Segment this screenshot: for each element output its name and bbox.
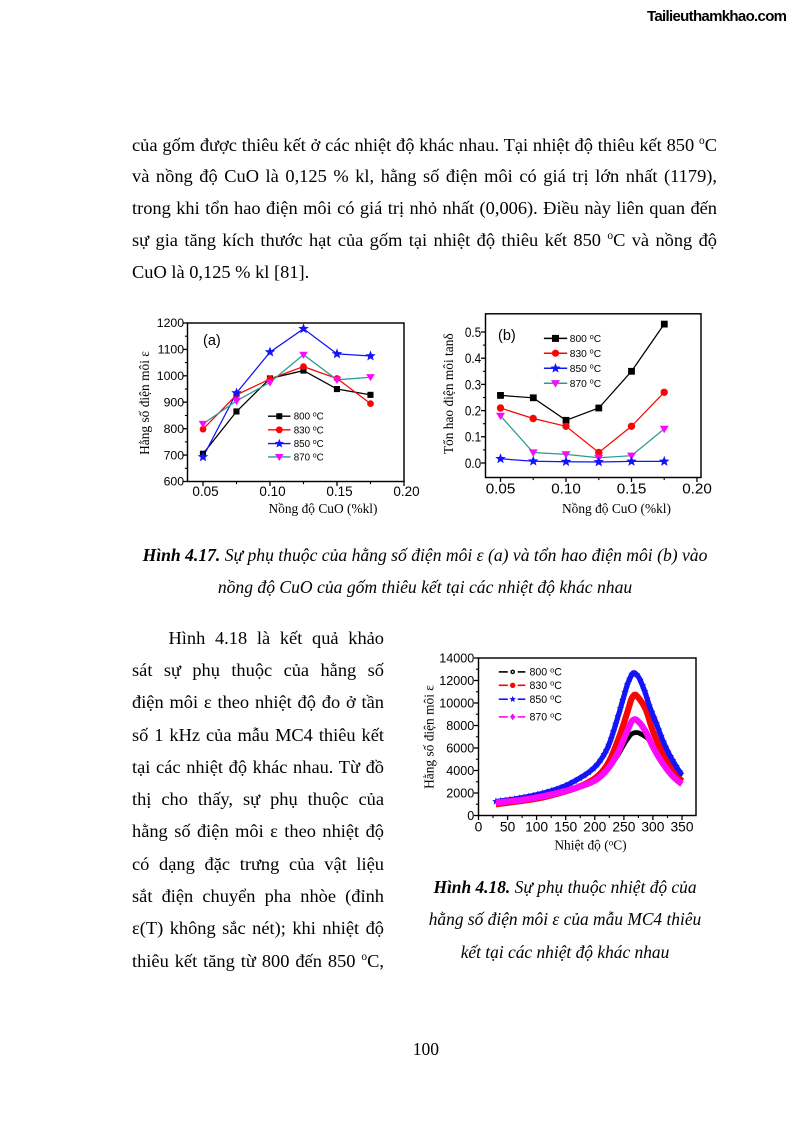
svg-text:6000: 6000 [446, 742, 474, 756]
svg-text:Nồng độ CuO (%kl): Nồng độ CuO (%kl) [269, 501, 378, 516]
svg-text:0.2: 0.2 [465, 403, 481, 419]
svg-text:900: 900 [164, 395, 185, 409]
svg-text:870 oC: 870 oC [570, 377, 601, 390]
svg-text:700: 700 [164, 448, 185, 462]
svg-text:1100: 1100 [158, 343, 185, 357]
svg-text:Tổn hao điện môi tanδ: Tổn hao điện môi tanδ [441, 333, 456, 454]
svg-text:Nhiệt độ (oC): Nhiệt độ (oC) [554, 837, 626, 852]
svg-text:Nồng độ CuO (%kl): Nồng độ CuO (%kl) [562, 501, 671, 516]
svg-text:0.20: 0.20 [682, 481, 712, 498]
svg-text:0.20: 0.20 [393, 484, 420, 499]
svg-text:12000: 12000 [439, 674, 474, 688]
svg-text:2000: 2000 [446, 787, 474, 801]
svg-text:0.10: 0.10 [551, 481, 581, 498]
svg-text:830 oC: 830 oC [294, 425, 324, 436]
svg-text:600: 600 [164, 475, 185, 489]
svg-text:0.3: 0.3 [465, 376, 481, 392]
svg-text:0.1: 0.1 [465, 429, 481, 445]
svg-text:0.15: 0.15 [617, 481, 647, 498]
svg-text:100: 100 [525, 820, 548, 835]
svg-text:(a): (a) [203, 333, 221, 349]
svg-text:800 oC: 800 oC [530, 665, 563, 678]
svg-text:800: 800 [164, 422, 185, 436]
svg-text:0.10: 0.10 [259, 484, 286, 499]
svg-text:50: 50 [500, 820, 516, 835]
svg-text:870 oC: 870 oC [294, 452, 324, 463]
svg-text:0.0: 0.0 [465, 455, 481, 471]
svg-text:250: 250 [612, 820, 635, 835]
svg-text:14000: 14000 [439, 652, 474, 666]
svg-text:0.05: 0.05 [192, 484, 219, 499]
svg-text:8000: 8000 [446, 719, 474, 733]
svg-text:850 oC: 850 oC [294, 439, 324, 450]
svg-text:800 oC: 800 oC [294, 412, 324, 423]
svg-text:0: 0 [467, 809, 474, 823]
svg-text:0: 0 [475, 820, 483, 835]
svg-text:850 oC: 850 oC [530, 693, 563, 706]
svg-text:4000: 4000 [446, 764, 474, 778]
svg-text:830 oC: 830 oC [570, 347, 601, 360]
svg-text:0.15: 0.15 [326, 484, 353, 499]
svg-text:200: 200 [583, 820, 606, 835]
svg-text:Hằng số điện môi ε: Hằng số điện môi ε [137, 351, 152, 455]
svg-text:830 oC: 830 oC [530, 679, 563, 692]
svg-text:0.5: 0.5 [465, 324, 481, 340]
svg-text:1200: 1200 [157, 316, 185, 330]
svg-text:350: 350 [670, 820, 693, 835]
svg-text:850 oC: 850 oC [570, 362, 601, 375]
svg-text:870 oC: 870 oC [530, 710, 563, 723]
svg-text:0.05: 0.05 [486, 481, 516, 498]
svg-text:(b): (b) [498, 328, 516, 344]
svg-text:150: 150 [554, 820, 577, 835]
svg-text:1000: 1000 [157, 369, 185, 383]
svg-text:Hằng số điện môi ε: Hằng số điện môi ε [422, 685, 437, 789]
svg-text:10000: 10000 [439, 697, 474, 711]
svg-text:800 oC: 800 oC [570, 332, 601, 345]
svg-text:0.4: 0.4 [465, 350, 481, 366]
svg-text:300: 300 [641, 820, 664, 835]
